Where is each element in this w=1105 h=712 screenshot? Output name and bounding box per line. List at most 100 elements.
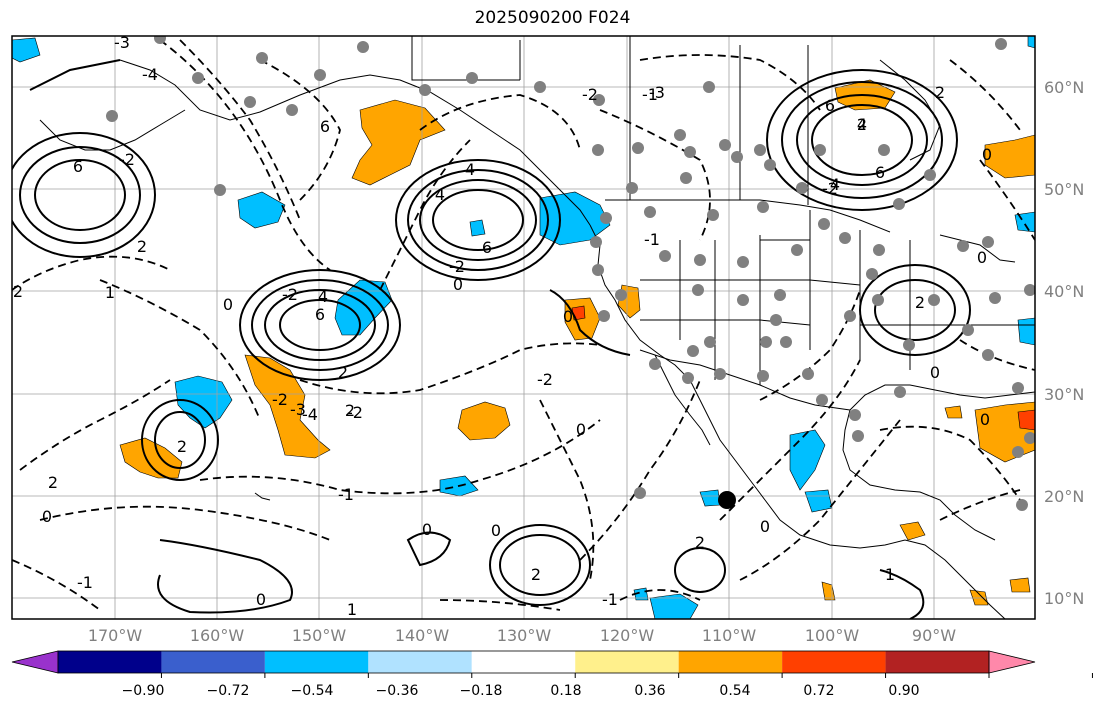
contour-label: -4: [142, 65, 158, 84]
shade-blue-11: [1017, 317, 1035, 346]
contour-label: 0: [930, 363, 940, 382]
us-states-6: [640, 319, 811, 326]
contour-label: -1: [642, 85, 658, 104]
contour-label: 6: [320, 117, 330, 136]
contour-label: 0: [982, 145, 992, 164]
contour-label: 0: [576, 420, 586, 439]
contour-label: 1: [347, 600, 357, 619]
contour-label: 1: [885, 565, 895, 584]
colorbar: [11, 650, 1093, 678]
contour-label: -2: [582, 85, 598, 104]
aleutian-chain: [39, 109, 186, 151]
colorbar-extend-high: [988, 650, 1036, 674]
lon-label-140: 140°W: [394, 626, 450, 645]
contour-label: 4: [465, 160, 475, 179]
lat-label-50: 50°N: [1044, 180, 1085, 199]
contour-label: -2: [272, 390, 288, 409]
contour-label: 2: [345, 401, 355, 420]
colorbar-segment: [264, 651, 369, 673]
colorbar-tick-label: −0.72: [206, 683, 250, 699]
contour-label: 1: [105, 283, 115, 302]
us-states-3: [640, 279, 861, 286]
colorbar-segment: [161, 651, 265, 673]
contour-label: -3: [290, 400, 306, 419]
contour-label: 0: [980, 410, 990, 429]
colorbar-tick-label: 0.36: [634, 683, 666, 699]
contour-label: -2: [822, 179, 838, 198]
lon-label-130: 130°W: [496, 626, 552, 645]
colorbar-segment: [678, 651, 783, 673]
contour-label: 2: [137, 237, 147, 256]
colorbar-segment: [885, 651, 989, 673]
lon-label-100: 100°W: [804, 626, 860, 645]
contour-label: 6: [825, 96, 835, 115]
contour-label: 0: [760, 517, 770, 536]
contour-label: 6: [315, 305, 325, 324]
low-center-3: [811, 104, 913, 176]
shade-orange-2: [244, 354, 331, 459]
contour-label: 0: [42, 507, 52, 526]
map-frame: [11, 35, 1036, 620]
low-center-5: [154, 411, 206, 469]
low-center-4: [34, 159, 126, 231]
lat-label-10: 10°N: [1044, 589, 1085, 608]
colorbar-tick-label: −0.90: [121, 683, 165, 699]
gulf-coast: [849, 384, 1035, 411]
contour-label: -2: [347, 403, 363, 422]
contour-label: 4: [857, 115, 867, 134]
contour-label: -1: [77, 573, 93, 592]
colorbar-tick-label: −0.54: [290, 683, 334, 699]
contour-label: -1: [602, 590, 618, 609]
west-coast: [589, 224, 1006, 619]
alaska-coast: [119, 59, 591, 226]
lon-label-120: 120°W: [599, 626, 655, 645]
contour-label: -2: [119, 150, 135, 169]
contour-label: 2: [915, 293, 925, 312]
shade-blue-9: [12, 37, 41, 63]
contour-label: -1: [338, 485, 354, 504]
contour-label: -3: [114, 33, 130, 52]
colorbar-tick-label: −0.36: [375, 683, 419, 699]
lon-label-90: 90°W: [911, 626, 957, 645]
contour-label: -1: [644, 230, 660, 249]
contour-label: 2: [935, 83, 945, 102]
usa-canada-border: [605, 199, 891, 233]
shade-blue-10: [469, 219, 486, 237]
dashed-contours: [12, 39, 1035, 611]
lat-label-20: 20°N: [1044, 487, 1085, 506]
contour-label: 0: [223, 295, 233, 314]
contour-label: 4: [318, 287, 328, 306]
colorbar-segment: [58, 651, 162, 673]
contour-label: 2: [13, 282, 23, 301]
shade-blue-2: [174, 375, 233, 429]
contour-label: 6: [73, 157, 83, 176]
shade-orange-13: [969, 589, 989, 606]
low-center-7: [674, 547, 726, 593]
shade-red-1: [571, 305, 586, 321]
lat-label-30: 30°N: [1044, 385, 1085, 404]
low-center-6: [499, 534, 581, 596]
station-dots: [106, 36, 1035, 511]
lat-label-40: 40°N: [1044, 282, 1085, 301]
contour-label: 0: [491, 521, 501, 540]
contour-label: 4: [435, 185, 445, 204]
contour-label: 0: [422, 520, 432, 539]
contour-label: -3: [649, 83, 665, 102]
contour-label: -4: [302, 405, 318, 424]
colorbar-tick-label: 0.72: [803, 683, 835, 699]
contour-label: 0: [453, 275, 463, 294]
low-center-1: [279, 299, 361, 351]
low-center-8: [874, 279, 956, 341]
shade-blue-7: [649, 593, 699, 619]
coastlines-borders: [39, 36, 1035, 619]
contour-label: -2: [282, 285, 298, 304]
baja-california: [654, 354, 711, 446]
mexico-east-coast: [842, 409, 996, 541]
colorbar-extend-low: [11, 650, 59, 674]
shade-orange-4: [457, 401, 511, 441]
solid-contours: [12, 59, 971, 619]
low-center-2: [432, 189, 524, 251]
shade-blue-12: [1027, 36, 1035, 49]
us-mexico-border: [639, 349, 851, 411]
contour-label: 6: [482, 238, 492, 257]
